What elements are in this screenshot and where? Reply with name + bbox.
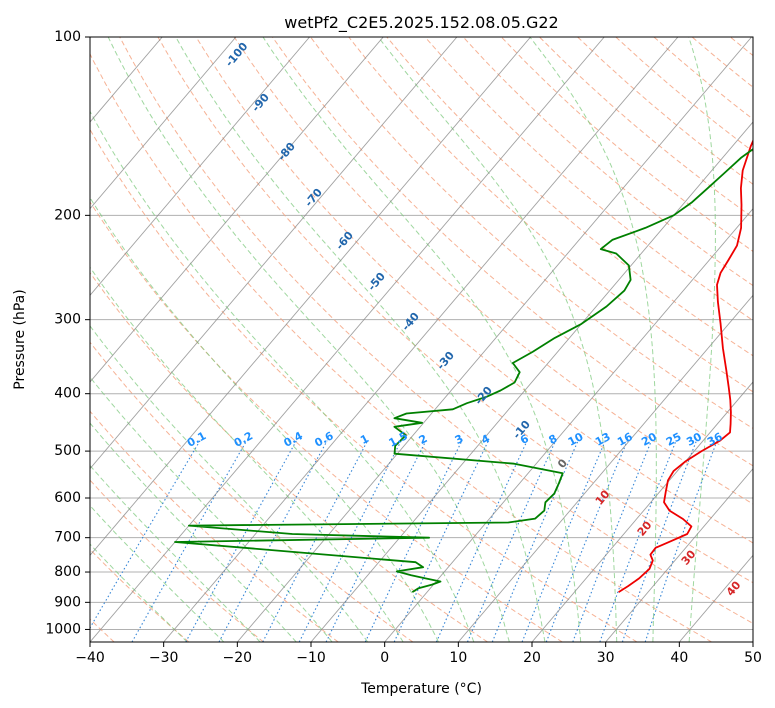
mixing-ratio-label: 36	[705, 430, 725, 449]
moist-adiabat-line	[175, 37, 546, 642]
moist-adiabat-line	[529, 37, 657, 642]
dry-adiabat-line	[90, 271, 488, 642]
y-tick-label: 1000	[45, 621, 81, 637]
isotherm-line	[457, 294, 753, 642]
dry-adiabat-line	[90, 410, 339, 642]
dry-adiabat-line	[90, 52, 712, 642]
x-tick-label: 20	[523, 650, 541, 666]
x-tick-label: 30	[597, 650, 615, 666]
mixing-ratio-line	[131, 440, 248, 642]
mixing-ratio-line	[621, 440, 698, 642]
isotherm-line	[236, 37, 752, 642]
mixing-ratio-line	[90, 440, 201, 629]
mixing-ratio-line	[325, 440, 427, 642]
x-tick-label: −30	[149, 650, 179, 666]
dry-adiabat-line	[462, 37, 753, 287]
x-axis-title: Temperature (°C)	[360, 681, 482, 697]
moist-adiabat-line	[90, 266, 404, 642]
dry-adiabat-line	[271, 37, 753, 467]
plot-frame	[89, 36, 754, 643]
plot-area: -100-90-80-70-60-50-40-30-20-10010203040…	[89, 36, 775, 643]
dry-adiabat-line	[90, 479, 264, 642]
chart-title: wetPf2_C2E5.2025.152.08.05.G22	[284, 13, 558, 33]
isotherm-line	[384, 207, 753, 642]
mixing-ratio-line	[466, 440, 557, 642]
x-tick-label: −20	[223, 650, 253, 666]
moist-adiabat-line	[90, 325, 369, 642]
isotherm-line	[90, 37, 458, 470]
y-tick-label: 900	[54, 594, 81, 610]
y-tick-label: 800	[54, 564, 81, 580]
y-tick-label: 300	[54, 312, 81, 328]
y-tick-label: 400	[54, 386, 81, 402]
moist-adiabat-line	[90, 110, 475, 642]
isotherm-line	[90, 37, 310, 297]
axes: −40 −30 −20 −10 0 10 20 30 40 50 100 200 300 400 500 60…	[45, 29, 762, 666]
mixing-ratio-line	[218, 440, 328, 642]
moist-adiabat-line	[90, 422, 297, 642]
moist-adiabat-line	[90, 543, 188, 642]
x-tick-label: 40	[670, 650, 688, 666]
mixing-ratio-label: 16	[615, 430, 635, 449]
dry-adiabat-line	[157, 37, 753, 584]
mixing-ratio-label: 30	[684, 430, 704, 449]
dry-adiabat-line	[768, 37, 775, 642]
dry-adiabats	[90, 37, 775, 642]
dry-adiabat-line	[90, 201, 563, 642]
dry-adiabat-line	[90, 128, 638, 642]
dry-adiabat-line	[310, 37, 753, 430]
isotherm-line	[90, 37, 384, 383]
temperature-profile-line	[618, 138, 753, 593]
moist-adiabat-line	[90, 376, 333, 642]
mixing-ratio-line	[644, 440, 718, 642]
mixing-ratio-label: 10	[566, 430, 586, 449]
x-tick-label: −10	[296, 650, 326, 666]
dry-adiabat-line	[386, 37, 753, 357]
isotherm-line	[531, 381, 753, 642]
dewpoint-profile-line	[174, 148, 753, 593]
moist-adiabats	[90, 37, 716, 642]
dry-adiabat-line	[424, 37, 753, 322]
profiles	[174, 138, 753, 593]
mixing-ratio-label: 13	[593, 430, 613, 449]
y-tick-label: 100	[54, 29, 81, 45]
y-tick-label: 700	[54, 530, 81, 546]
mixing-ratio-line	[599, 440, 677, 642]
y-tick-label: 200	[54, 207, 81, 223]
y-tick-label: 500	[54, 443, 81, 459]
moist-adiabat-line	[688, 37, 716, 642]
moist-adiabat-line	[90, 196, 439, 642]
x-tick-label: 0	[380, 650, 389, 666]
mixing-ratio-line	[435, 440, 528, 642]
mixing-ratio-line	[185, 440, 297, 642]
moist-adiabat-line	[107, 37, 510, 642]
y-tick-label: 600	[54, 490, 81, 506]
isotherm-line	[605, 467, 753, 642]
moist-adiabat-line	[90, 504, 225, 642]
isotherm-line	[90, 37, 237, 210]
mixing-ratio-label: 25	[664, 430, 684, 449]
x-tick-label: 50	[744, 650, 762, 666]
x-tick-label: 10	[449, 650, 467, 666]
mixing-ratio-label: 20	[639, 430, 659, 449]
isotherm-line	[90, 37, 531, 557]
isotherm-line	[310, 121, 753, 642]
moist-adiabat-line	[90, 464, 261, 642]
x-tick-label: −40	[75, 650, 105, 666]
isotherm-line	[752, 641, 753, 642]
y-axis-title: Pressure (hPa)	[12, 289, 28, 389]
dry-adiabat-line	[233, 37, 753, 505]
dry-adiabat-line	[119, 37, 753, 624]
